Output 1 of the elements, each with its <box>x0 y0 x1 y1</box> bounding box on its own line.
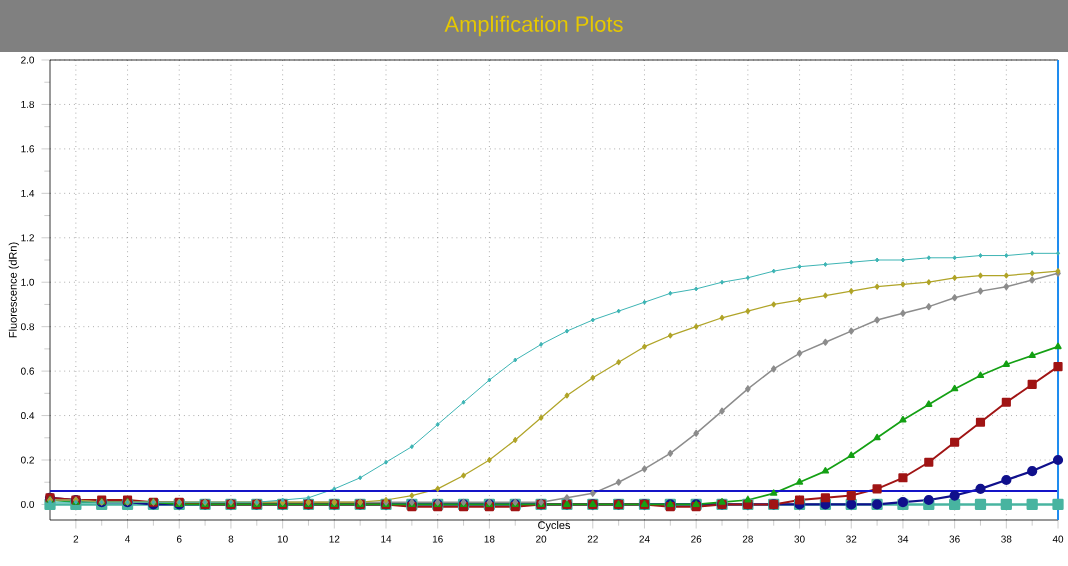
chart-title: Amplification Plots <box>444 15 623 37</box>
